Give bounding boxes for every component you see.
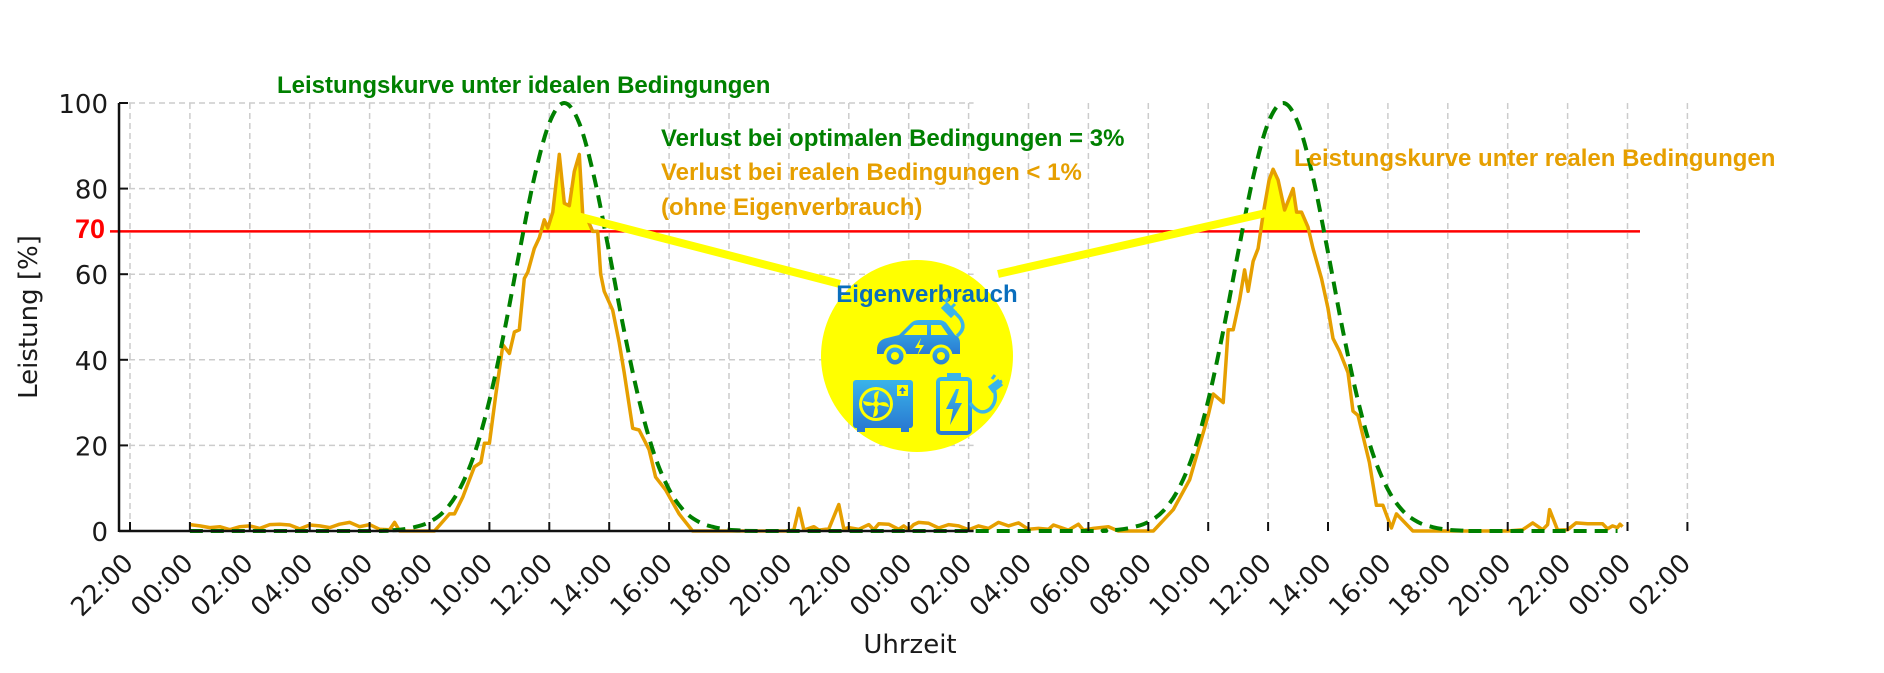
x-tick-label: 08:00 (1084, 548, 1158, 622)
ideal-curve-label: Leistungskurve unter idealen Bedingungen (277, 72, 770, 99)
electric-car-icon (877, 296, 965, 368)
x-tick-label: 00:00 (844, 548, 918, 622)
x-tick-label: 20:00 (1443, 548, 1517, 622)
x-tick-label: 12:00 (1204, 548, 1278, 622)
ideal-power-curve (189, 101, 1618, 534)
x-tick-label: 00:00 (125, 548, 199, 622)
y-tick-label: 80 (75, 176, 108, 206)
y-axis-label: Leistung [%] (14, 235, 44, 399)
x-tick-label: 22:00 (65, 548, 139, 622)
x-tick-label: 18:00 (664, 548, 738, 622)
x-tick-label: 06:00 (305, 548, 379, 622)
x-tick-label: 20:00 (724, 548, 798, 622)
x-tick-label: 08:00 (365, 548, 439, 622)
loss-optimal-text: Verlust bei optimalen Bedingungen = 3% (661, 125, 1124, 152)
y-tick-label: 40 (75, 347, 108, 377)
y-tick-label: 100 (58, 90, 108, 120)
axes (117, 102, 1689, 533)
x-tick-label: 04:00 (245, 548, 319, 622)
y-tick-label: 60 (75, 261, 108, 291)
x-tick-label: 16:00 (605, 548, 679, 622)
x-tick-label: 10:00 (425, 548, 499, 622)
y-tick-label: 0 (91, 518, 108, 548)
heat-pump-icon (853, 380, 913, 432)
x-tick-label: 16:00 (1323, 548, 1397, 622)
real-curve-label: Leistungskurve unter realen Bedingungen (1294, 145, 1775, 172)
self-consumption-badge: Eigenverbrauch (821, 260, 1018, 452)
self-consumption-label: Eigenverbrauch (836, 281, 1017, 308)
x-tick-label: 00:00 (1563, 548, 1637, 622)
y-tick-label: 20 (75, 432, 108, 462)
x-tick-label: 22:00 (784, 548, 858, 622)
x-axis-label: Uhrzeit (863, 630, 956, 660)
loss-note-text: (ohne Eigenverbrauch) (661, 194, 922, 221)
threshold-label: 70 (75, 214, 105, 244)
x-tick-label: 10:00 (1144, 548, 1218, 622)
x-tick-label: 06:00 (1024, 548, 1098, 622)
x-tick-label: 02:00 (904, 548, 978, 622)
connector-line-right (997, 209, 1267, 278)
x-tick-label: 04:00 (964, 548, 1038, 622)
real-power-curve (189, 152, 1624, 533)
x-tick-label: 14:00 (545, 548, 619, 622)
x-tick-label: 02:00 (185, 548, 259, 622)
loss-real-text: Verlust bei realen Bedingungen < 1% (661, 159, 1082, 186)
battery-charging-icon (936, 373, 1004, 435)
x-tick-label: 12:00 (485, 548, 559, 622)
connector-line-left (575, 212, 842, 288)
x-tick-label: 22:00 (1503, 548, 1577, 622)
series-group (189, 101, 1624, 534)
x-tick-label: 14:00 (1263, 548, 1337, 622)
x-tick-label: 02:00 (1623, 548, 1697, 622)
x-tick-label: 18:00 (1383, 548, 1457, 622)
